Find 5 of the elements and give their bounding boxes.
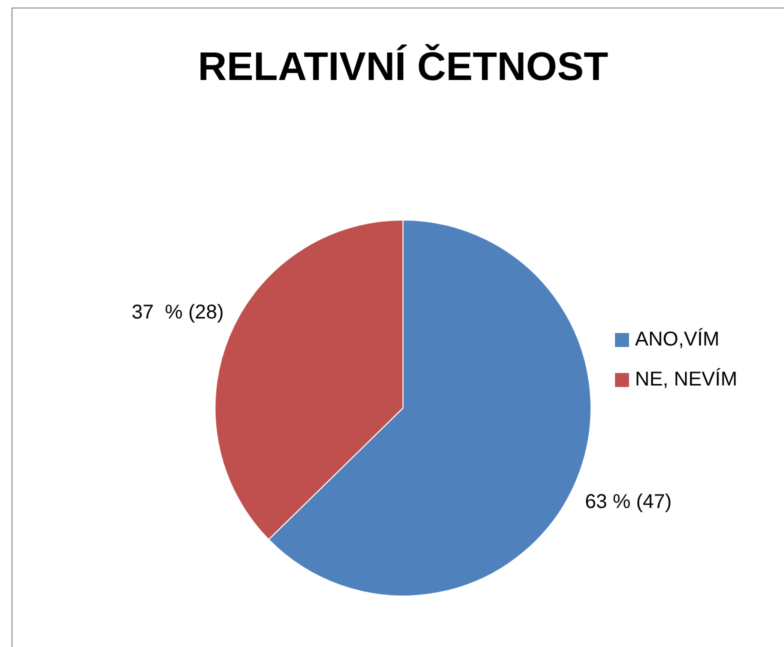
chart-title: RELATIVNÍ ČETNOST	[198, 44, 608, 89]
legend-label: ANO,VÍM	[635, 327, 720, 350]
data-label: 37 % (28)	[132, 302, 224, 324]
legend-label: NE, NEVÍM	[635, 367, 738, 390]
data-label: 63 % (47)	[584, 490, 672, 513]
